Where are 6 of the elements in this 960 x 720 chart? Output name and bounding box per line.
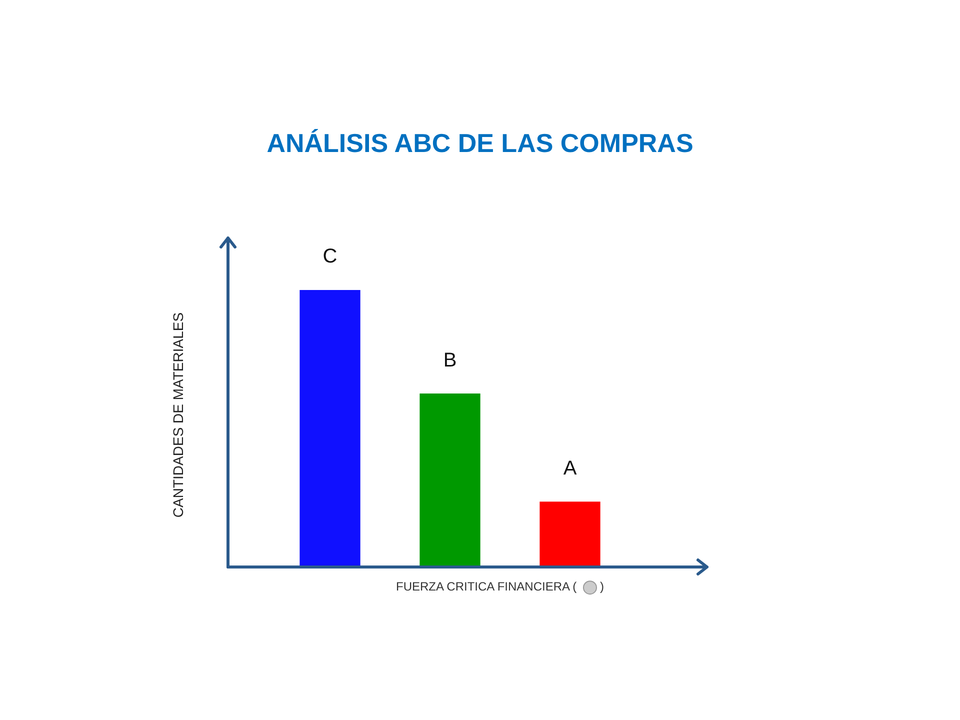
x-tick-label: A [563,457,578,480]
x-tick-label: B [443,349,457,372]
x-tick-label: C [322,246,338,268]
y-axis-title: CANTIDADES DE MATERIALES [170,312,186,518]
text: FUERZA CRITICA FINANCIERA ( ) [396,580,604,594]
chart-title: ANÁLISIS ABC DE LAS COMPRAS [266,128,694,159]
